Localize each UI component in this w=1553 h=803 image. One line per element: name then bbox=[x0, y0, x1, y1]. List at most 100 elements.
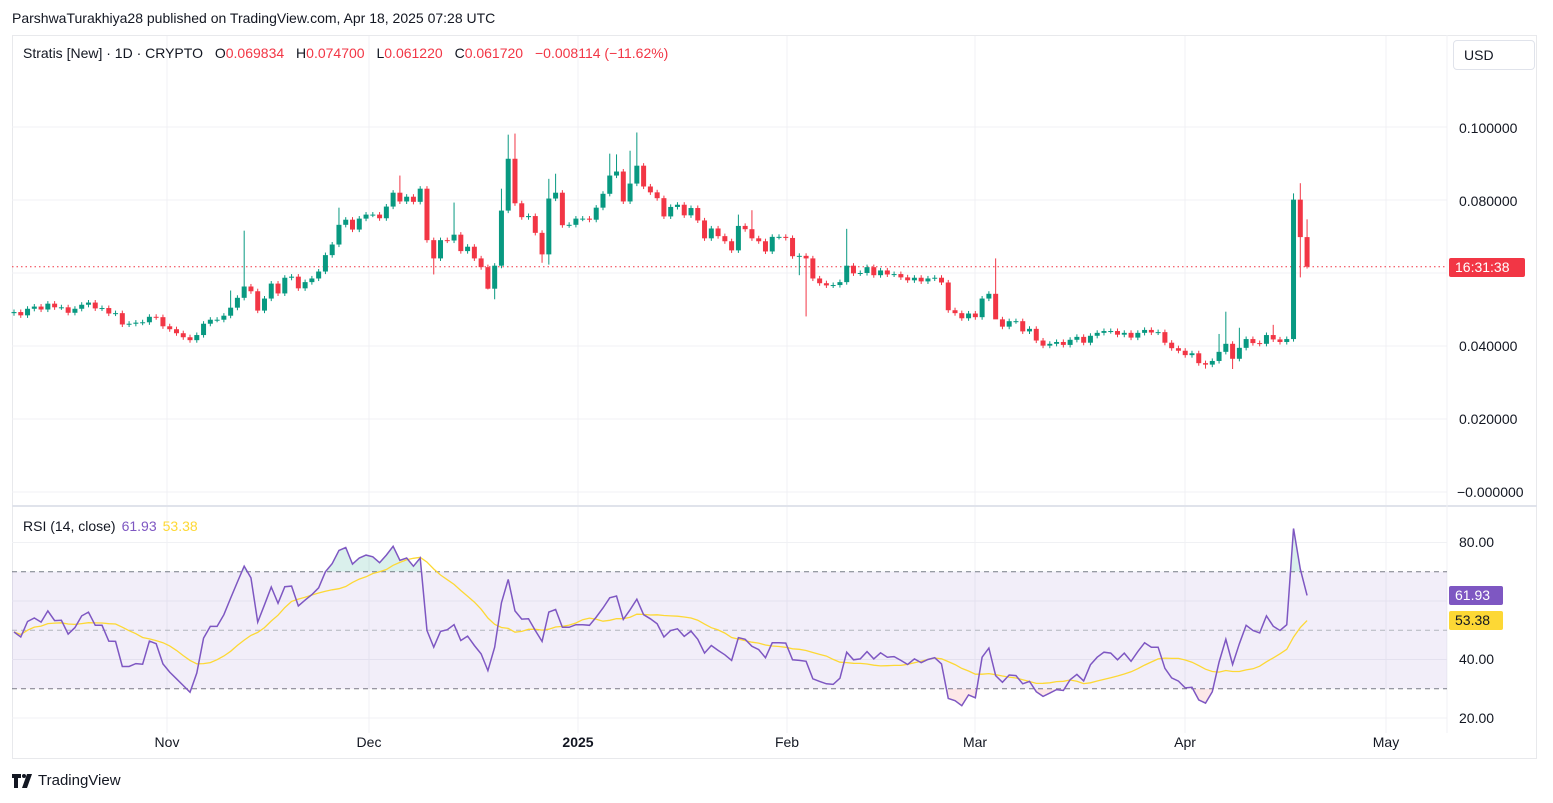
candle-body bbox=[1006, 321, 1012, 327]
candle-down bbox=[823, 280, 829, 288]
candle-down bbox=[1277, 336, 1283, 345]
currency-button[interactable]: USD bbox=[1453, 40, 1535, 70]
countdown-label: 16:31:38 bbox=[1449, 258, 1525, 277]
candle-down bbox=[52, 301, 58, 310]
change-value: −0.008114 (−11.62%) bbox=[534, 45, 669, 61]
close-value: 0.061720 bbox=[464, 45, 524, 61]
candle-body bbox=[512, 158, 518, 204]
candle-body bbox=[918, 277, 924, 282]
price-tick: −0.000000 bbox=[1457, 484, 1524, 500]
candle-up bbox=[1006, 318, 1012, 330]
candle-down bbox=[783, 234, 789, 241]
candle-down bbox=[180, 330, 186, 340]
candle-body bbox=[336, 224, 342, 245]
high-label: H bbox=[296, 45, 307, 61]
candle-body bbox=[194, 335, 200, 341]
candle-up bbox=[322, 252, 328, 275]
candle-body bbox=[329, 244, 335, 256]
candle-body bbox=[891, 274, 897, 276]
candle-up bbox=[113, 310, 119, 317]
candle-body bbox=[966, 313, 972, 319]
candle-up bbox=[228, 290, 234, 319]
candle-body bbox=[810, 258, 816, 279]
candle-down bbox=[871, 264, 877, 278]
candle-down bbox=[485, 264, 491, 290]
candle-body bbox=[559, 192, 565, 226]
candle-body bbox=[1169, 342, 1175, 349]
candle-up bbox=[1236, 327, 1242, 362]
candle-body bbox=[735, 225, 741, 251]
candle-up bbox=[363, 212, 369, 222]
candle-down bbox=[1162, 329, 1168, 346]
symbol-title[interactable]: Stratis [New] · 1D · CRYPTO bbox=[23, 45, 203, 61]
candle-down bbox=[92, 300, 98, 311]
candle-down bbox=[187, 334, 193, 343]
candle-up bbox=[404, 194, 410, 205]
candle-body bbox=[160, 317, 166, 327]
candle-body bbox=[275, 283, 281, 294]
candle-body bbox=[1284, 339, 1290, 342]
candle-body bbox=[526, 216, 532, 218]
candle-down bbox=[1115, 328, 1121, 338]
candle-up bbox=[261, 295, 267, 314]
candle-body bbox=[261, 298, 267, 311]
high-value: 0.074700 bbox=[306, 45, 365, 61]
candle-body bbox=[566, 224, 572, 226]
candle-up bbox=[438, 237, 444, 261]
candle-down bbox=[586, 216, 592, 223]
candle-body bbox=[99, 308, 105, 310]
candle-down bbox=[810, 255, 816, 282]
candle-up bbox=[214, 317, 220, 323]
candle-body bbox=[647, 186, 653, 193]
candle-up bbox=[600, 191, 606, 211]
candle-down bbox=[1257, 340, 1263, 347]
tradingview-logo[interactable]: TradingView bbox=[12, 772, 121, 789]
candle-down bbox=[559, 190, 565, 228]
candle-body bbox=[248, 286, 254, 292]
candle-down bbox=[1040, 337, 1046, 349]
candle-up bbox=[336, 207, 342, 248]
rsi-value-label: 61.93 bbox=[1449, 586, 1503, 605]
candle-body bbox=[1081, 336, 1087, 343]
candle-down bbox=[397, 175, 403, 205]
candle-up bbox=[31, 304, 37, 312]
candle-body bbox=[11, 312, 17, 314]
candle-up bbox=[1074, 334, 1080, 343]
candle-body bbox=[1115, 331, 1121, 335]
low-value: 0.061220 bbox=[384, 45, 443, 61]
candle-down bbox=[1196, 350, 1202, 366]
candle-up bbox=[573, 216, 579, 228]
candle-down bbox=[762, 238, 768, 255]
candle-down bbox=[119, 310, 125, 328]
candle-body bbox=[79, 304, 85, 309]
rsi-ma-line bbox=[13, 556, 1308, 685]
candle-up bbox=[1284, 336, 1290, 345]
candle-down bbox=[255, 288, 261, 314]
time-tick: Nov bbox=[154, 734, 180, 750]
candle-body bbox=[241, 286, 247, 298]
candle-down bbox=[654, 189, 660, 201]
candle-body bbox=[857, 273, 863, 274]
candle-down bbox=[702, 217, 708, 241]
candle-up bbox=[979, 295, 985, 320]
candle-up bbox=[390, 190, 396, 210]
candle-body bbox=[153, 316, 159, 318]
candle-body bbox=[92, 302, 98, 309]
candle-up bbox=[688, 205, 694, 218]
candle-down bbox=[884, 267, 890, 278]
candle-body bbox=[268, 283, 274, 299]
rsi-title[interactable]: RSI (14, close) bbox=[23, 518, 116, 534]
candle-body bbox=[410, 196, 416, 202]
candle-down bbox=[65, 304, 71, 316]
candle-body bbox=[539, 232, 545, 255]
candle-down bbox=[1250, 336, 1256, 346]
candle-down bbox=[817, 275, 823, 286]
candle-body bbox=[532, 216, 538, 233]
candle-up bbox=[146, 314, 152, 325]
candle-up bbox=[1108, 328, 1114, 334]
candle-up bbox=[1087, 333, 1093, 346]
candle-body bbox=[316, 271, 322, 279]
candle-body bbox=[1087, 335, 1093, 343]
candle-up bbox=[221, 313, 227, 323]
